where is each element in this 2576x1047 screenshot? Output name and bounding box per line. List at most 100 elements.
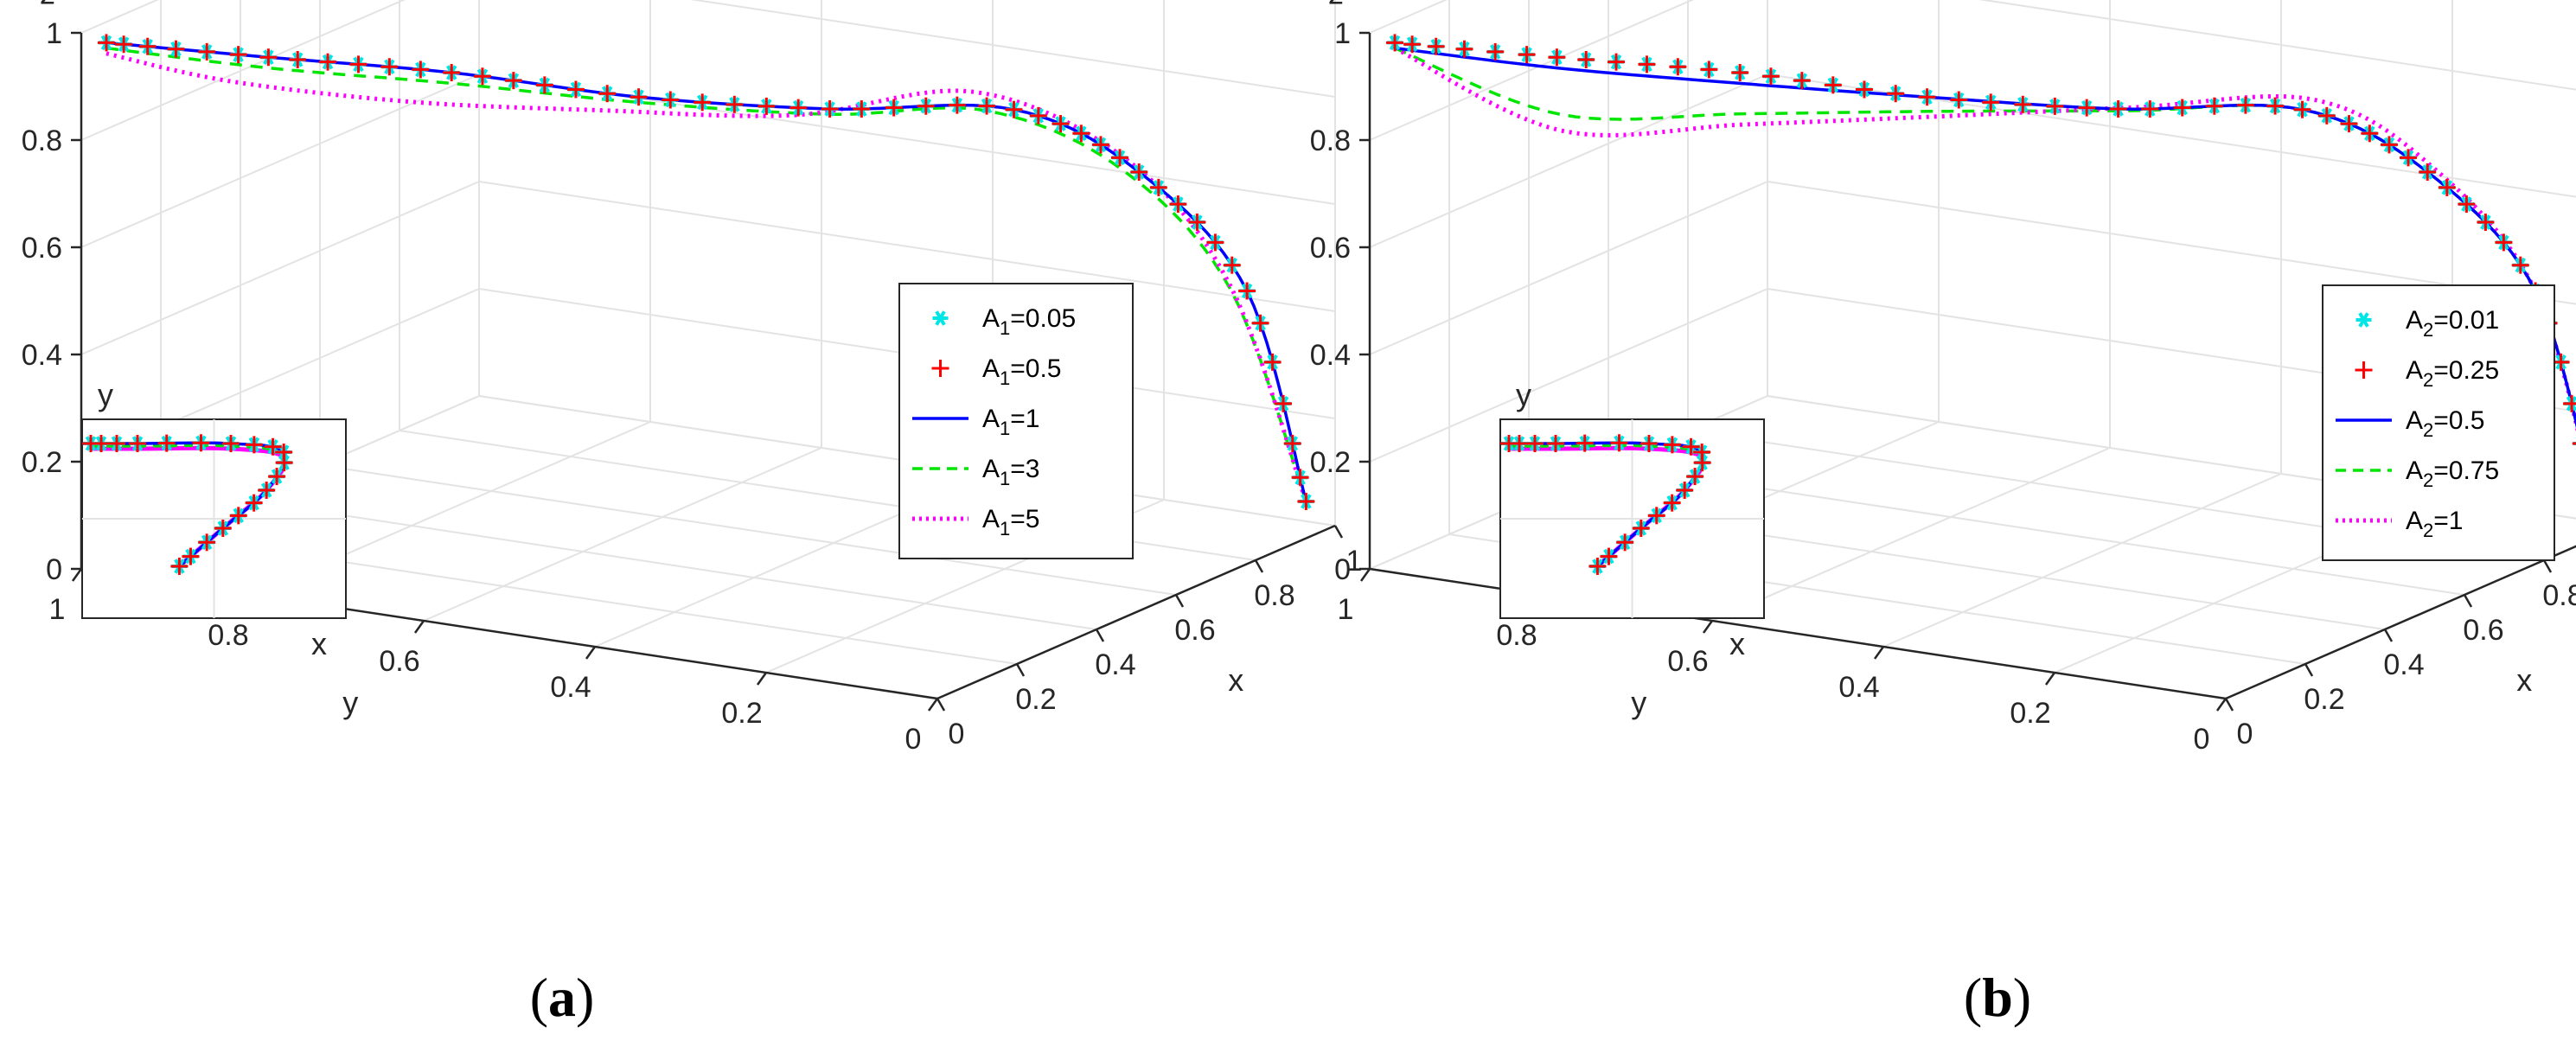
data-point bbox=[1455, 40, 1473, 58]
grid-line bbox=[690, 0, 1336, 98]
data-point bbox=[2109, 100, 2127, 118]
data-point bbox=[1263, 353, 1282, 371]
inset-point bbox=[1511, 435, 1528, 452]
data-point bbox=[725, 95, 744, 113]
z-axis-label: z bbox=[1328, 0, 1344, 11]
data-point bbox=[1518, 46, 1536, 64]
legend-item-3: A2=0.5 bbox=[2336, 406, 2485, 441]
inset-y-label: y bbox=[1516, 377, 1531, 412]
data-point bbox=[2266, 97, 2285, 115]
y-tick bbox=[927, 698, 939, 712]
inset-series-2-markers bbox=[82, 434, 293, 575]
data-point bbox=[2340, 115, 2358, 133]
x-tick bbox=[936, 698, 946, 712]
z-tick-label: 0 bbox=[1334, 553, 1351, 586]
data-point bbox=[1291, 469, 1309, 487]
inset-point bbox=[275, 454, 293, 472]
caption-letter: b bbox=[1982, 967, 2013, 1028]
inset-point bbox=[1616, 533, 1634, 552]
data-point bbox=[917, 97, 935, 115]
inset-point bbox=[1682, 437, 1700, 456]
data-point bbox=[2495, 233, 2513, 252]
data-point bbox=[694, 93, 712, 112]
x-axis-label: x bbox=[2516, 662, 2532, 698]
data-point bbox=[2572, 442, 2576, 445]
grid-line bbox=[1369, 181, 1768, 355]
series-5-line bbox=[105, 51, 1308, 502]
inset-x-label: x bbox=[1729, 626, 1745, 661]
legend-subscript: 1 bbox=[1000, 367, 1010, 389]
x-tick-label: 1 bbox=[1346, 545, 1363, 578]
data-point bbox=[1731, 64, 1749, 81]
legend-subscript: 1 bbox=[1000, 418, 1010, 439]
data-point bbox=[1824, 76, 1842, 94]
z-tick-label: 0.2 bbox=[1310, 446, 1351, 479]
inset-point bbox=[1676, 482, 1694, 499]
caption-close: ) bbox=[2013, 967, 2031, 1028]
y-tick-label: 0.4 bbox=[1838, 671, 1879, 704]
z-tick-label: 0 bbox=[46, 553, 62, 586]
inset-point bbox=[1576, 434, 1594, 452]
panel-caption: (b) bbox=[1964, 967, 2031, 1028]
grid-line bbox=[80, 0, 406, 141]
z-tick-label: 1 bbox=[46, 17, 62, 50]
legend-label: A1=5 bbox=[982, 505, 1039, 539]
grid-line bbox=[240, 499, 1097, 630]
grid-line bbox=[319, 464, 1177, 596]
legend-item-1: A2=0.01 bbox=[2355, 306, 2499, 341]
x-tick bbox=[1015, 663, 1026, 677]
data-point bbox=[504, 72, 522, 90]
grid-line bbox=[1369, 288, 1768, 463]
x-tick bbox=[2304, 663, 2314, 677]
z-axis-label: z bbox=[40, 0, 55, 11]
data-point bbox=[1950, 91, 1968, 109]
data-point bbox=[1918, 88, 1936, 106]
data-point bbox=[1275, 394, 1293, 412]
data-point bbox=[412, 61, 430, 79]
data-point bbox=[229, 46, 247, 64]
grid-line bbox=[478, 181, 1336, 312]
legend-value: =0.05 bbox=[1010, 304, 1076, 333]
data-point bbox=[1427, 37, 1445, 55]
inset-point bbox=[214, 520, 232, 537]
data-point bbox=[1297, 493, 1315, 510]
y-tick-label: 0.2 bbox=[2010, 697, 2050, 730]
data-point bbox=[2419, 163, 2437, 181]
y-tick bbox=[756, 672, 768, 686]
legend-value: =0.5 bbox=[1010, 354, 1061, 383]
legend-label: A1=0.05 bbox=[982, 304, 1076, 339]
y-tick bbox=[1702, 620, 1714, 634]
grid-line bbox=[1369, 0, 1695, 141]
legend-marker bbox=[932, 310, 949, 326]
x-tick bbox=[2383, 629, 2394, 642]
data-point bbox=[2511, 256, 2529, 274]
data-point bbox=[1188, 214, 1206, 232]
legend-label: A1=0.5 bbox=[982, 354, 1062, 389]
series-2-markers bbox=[98, 34, 1315, 510]
data-point bbox=[2458, 195, 2476, 214]
data-point bbox=[2173, 99, 2191, 117]
y-tick bbox=[1359, 568, 1371, 582]
grid-line bbox=[1882, 473, 2282, 648]
inset-y-label: y bbox=[98, 377, 113, 412]
x-tick-label: 0 bbox=[949, 718, 965, 750]
grid-line bbox=[80, 181, 480, 355]
grid-line bbox=[1369, 73, 1768, 248]
data-point bbox=[1149, 178, 1167, 196]
data-point bbox=[598, 85, 617, 103]
legend-subscript: 1 bbox=[1000, 518, 1010, 539]
data-point bbox=[1283, 434, 1301, 452]
inset-point bbox=[264, 437, 282, 456]
legend-marker bbox=[2355, 312, 2372, 328]
inset-point bbox=[258, 482, 276, 499]
grid-line bbox=[1369, 0, 1448, 34]
legend-name: A bbox=[2406, 356, 2423, 385]
data-point bbox=[2317, 106, 2336, 124]
data-point bbox=[789, 99, 808, 117]
z-tick-label: 0.2 bbox=[22, 446, 62, 479]
y-axis-label: y bbox=[1631, 685, 1646, 720]
data-point bbox=[115, 35, 133, 54]
data-point bbox=[2141, 100, 2159, 118]
